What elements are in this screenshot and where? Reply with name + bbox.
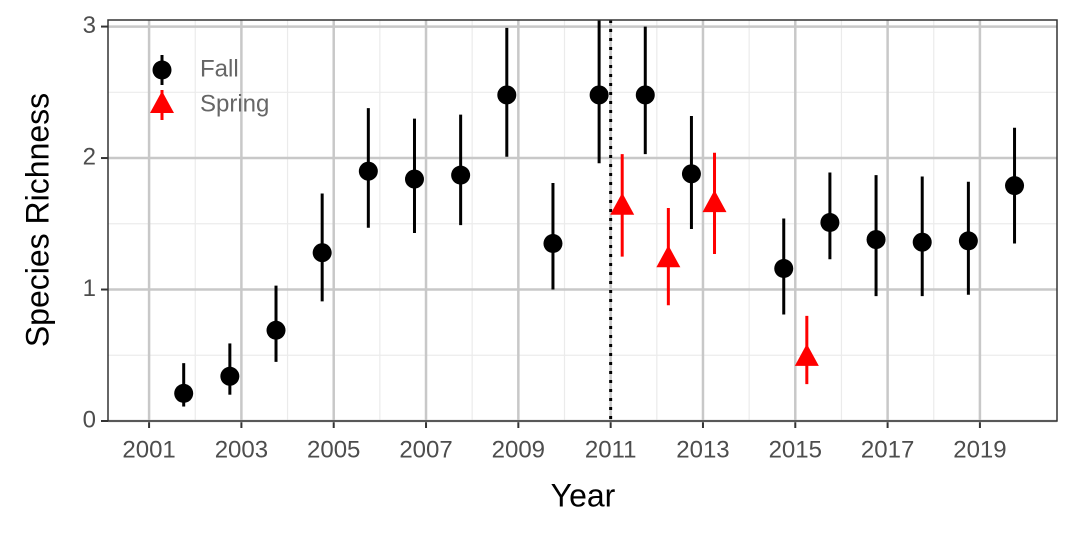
- data-point: [635, 85, 655, 105]
- y-tick-label: 2: [83, 143, 96, 170]
- legend-label: Spring: [200, 90, 269, 117]
- data-point: [589, 85, 609, 105]
- data-point: [794, 343, 819, 366]
- y-tick-label: 3: [83, 12, 96, 39]
- data-point: [912, 232, 932, 252]
- data-point: [681, 164, 701, 184]
- data-point: [174, 383, 194, 403]
- data-point: [702, 190, 727, 213]
- data-point: [358, 161, 378, 181]
- legend-label: Fall: [200, 55, 239, 82]
- legend-marker: [152, 60, 172, 80]
- data-point: [958, 231, 978, 251]
- data-point: [774, 258, 794, 278]
- data-point: [866, 230, 886, 250]
- x-tick-label: 2001: [122, 436, 175, 463]
- legend-marker: [150, 91, 174, 113]
- x-tick-label: 2017: [861, 436, 914, 463]
- data-point: [497, 85, 517, 105]
- y-tick-label: 1: [83, 275, 96, 302]
- data-point: [820, 212, 840, 232]
- y-axis-title: Species Richness: [19, 93, 55, 347]
- data-point: [266, 320, 286, 340]
- data-point: [451, 165, 471, 185]
- plot-border: [107, 19, 1058, 422]
- x-tick-label: 2009: [492, 436, 545, 463]
- data-point: [220, 366, 240, 386]
- y-tick-label: 0: [83, 406, 96, 433]
- x-tick-label: 2007: [399, 436, 452, 463]
- data-point: [404, 169, 424, 189]
- x-tick-label: 2005: [307, 436, 360, 463]
- x-tick-label: 2011: [585, 436, 637, 463]
- x-tick-label: 2013: [676, 436, 729, 463]
- x-tick-label: 2015: [769, 436, 822, 463]
- x-tick-label: 2003: [215, 436, 268, 463]
- data-point: [312, 243, 332, 263]
- data-point: [656, 245, 681, 268]
- data-point: [1005, 176, 1025, 196]
- x-tick-label: 2019: [953, 436, 1006, 463]
- x-axis-title: Year: [551, 477, 616, 513]
- data-point: [543, 234, 563, 254]
- data-point: [610, 192, 635, 215]
